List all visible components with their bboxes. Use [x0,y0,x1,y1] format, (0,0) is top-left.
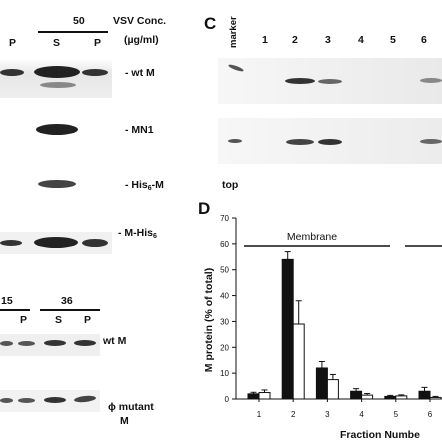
row-label-m-his6: - M-His6 [118,228,157,240]
bar [395,395,408,400]
x-tick-label: 1 [257,410,262,419]
lane-label-p-left: P [9,37,17,49]
conc-units: (µg/ml) [124,34,159,46]
bar [384,395,397,400]
lower-lane-p1: P [20,314,28,326]
fraction-lane-4: 4 [358,34,364,46]
c-band-2 [285,78,315,84]
lower-band-6 [18,398,35,403]
band-wtm-p2 [82,69,108,76]
lane-label-p: P [94,37,102,49]
lower-band-7 [44,397,66,403]
c-band-6b [420,139,442,144]
lower-band-4 [74,340,96,346]
lower-lane-s: S [55,314,63,326]
y-tick-label: 20 [220,343,229,352]
lower-lane-p2: P [84,314,92,326]
mhis-prefix: - M-His [118,227,153,239]
y-tick-label: 30 [220,317,229,326]
c-band-6 [420,78,442,83]
gel-strip-wtm [0,58,112,98]
y-tick-label: 60 [220,240,229,249]
c-marker-band-2 [228,139,242,143]
conc-b-line [40,309,100,311]
fraction-lane-5: 5 [390,34,396,46]
y-tick-label: 0 [225,395,230,404]
bar [315,367,328,400]
his-suffix: -M [151,179,164,191]
y-tick-label: 10 [220,369,229,378]
c-band-3 [318,79,342,84]
y-axis-label: M protein (% of total) [203,268,215,372]
fraction-lane-1: 1 [262,34,268,46]
bar [418,390,431,400]
band-wtm-p [0,69,24,76]
band-mhis-p [0,240,22,246]
bar [429,396,442,400]
row-label-wtm: - wt M [125,67,155,79]
c-band-3b [318,139,342,145]
his-prefix: - His [125,179,148,191]
lower-band-1 [0,341,13,346]
bar [326,379,339,400]
c-band-2b [286,139,314,145]
lower-band-5 [0,398,13,403]
y-tick-label: 70 [220,214,229,223]
lane-label-s: S [53,37,61,49]
row-label-mn1: - MN1 [125,124,154,136]
band-his-s [38,180,76,188]
x-tick-label: 5 [394,410,399,419]
conc-a: 15 [1,295,13,307]
top-label: top [222,179,239,191]
x-axis-label: Fraction Numbe [340,429,420,441]
x-tick-label: 4 [359,410,364,419]
band-mhis-p2 [82,239,108,247]
bar [247,393,260,400]
bar [258,392,271,400]
y-tick-label: 40 [220,292,229,301]
fraction-lane-2: 2 [292,34,298,46]
band-mhis-s [34,237,78,248]
bar [361,394,374,400]
lower-band-3 [44,340,66,346]
fraction-lane-3: 3 [325,34,331,46]
x-tick-label: 2 [291,410,296,419]
panel-d-letter: D [198,199,211,218]
fraction-lane-6: 6 [421,34,427,46]
mhis-sub: 6 [153,233,157,240]
lower-row2-label: ϕ mutant [108,401,154,413]
x-tick-label: 6 [428,410,433,419]
row-label-his6-m: - His6-M [125,180,164,192]
band-mn1-s [36,124,78,135]
lower-row1-label: wt M [103,335,127,347]
conc-bracket-line [38,31,108,33]
lower-row2-label-m: M [120,415,129,427]
lower-band-2 [18,341,35,346]
his-sub: 6 [147,185,152,192]
bar [350,390,363,400]
y-tick-label: 50 [220,266,229,275]
panel-c-letter: C [204,14,217,33]
band-wtm-s-lower [40,82,76,88]
conc-title: VSV Conc. [113,15,167,27]
conc-b: 36 [61,295,73,307]
conc-a-line [0,309,30,311]
conc-value: 50 [73,15,85,27]
chart-bars [247,251,442,400]
x-tick-label: 3 [325,410,330,419]
membrane-label: Membrane [287,231,337,243]
bar [281,258,294,400]
band-wtm-s [34,66,80,78]
bar [292,323,305,400]
